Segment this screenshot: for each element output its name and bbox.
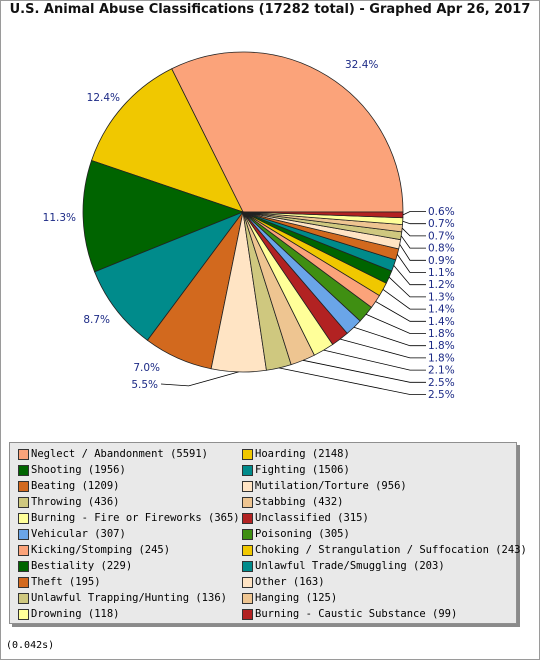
slice-label: 7.0% <box>133 362 160 374</box>
legend-swatch <box>242 561 253 572</box>
slice-label: 12.4% <box>87 92 120 104</box>
slice-label: 1.8% <box>428 352 455 364</box>
pie-slice-neglect-abandonment <box>171 51 404 213</box>
leader-line <box>302 359 426 383</box>
legend-swatch <box>242 577 253 588</box>
slice-label: 0.8% <box>428 243 455 255</box>
leader-line <box>393 265 426 286</box>
leader-line <box>382 289 426 310</box>
pie-slice-fighting <box>94 211 245 341</box>
slice-label: 0.6% <box>428 206 455 218</box>
leader-line <box>160 371 239 387</box>
pie-chart: 32.4%12.4%11.3%8.7%7.0%5.5%2.5%2.5%2.1%1… <box>43 51 455 401</box>
slice-label: 2.5% <box>428 389 455 401</box>
legend-swatch <box>18 545 29 556</box>
chart-legend: Neglect / Abandonment (5591) Hoarding (21… <box>9 442 527 624</box>
legend-label: Unlawful Trapping/Hunting (136) <box>31 592 227 604</box>
legend-label: Mutilation/Torture (956) <box>255 480 407 492</box>
legend-label: Burning - Fire or Fireworks (365) <box>31 512 240 524</box>
legend-label: Throwing (436) <box>31 496 120 508</box>
slice-label: 0.7% <box>428 230 455 242</box>
legend-label: Poisoning (305) <box>255 528 350 540</box>
legend-label: Hanging (125) <box>255 592 338 604</box>
leader-line <box>375 301 426 322</box>
legend-swatch <box>18 529 29 540</box>
legend-swatch <box>18 593 29 604</box>
slice-label: 0.7% <box>428 218 455 230</box>
legend-label: Unclassified (315) <box>255 512 369 524</box>
pie-slice-hoarding <box>91 68 244 213</box>
slice-label: 1.8% <box>428 340 455 352</box>
legend-label: Bestiality (229) <box>31 560 133 572</box>
legend-label: Vehicular (307) <box>31 528 126 540</box>
legend-swatch <box>18 497 29 508</box>
legend-swatch <box>18 513 29 524</box>
slice-label: 1.8% <box>428 328 455 340</box>
slice-label: 1.4% <box>428 304 455 316</box>
leader-line <box>399 244 426 261</box>
legend-swatch <box>18 561 29 572</box>
legend-label: Unlawful Trade/Smuggling (203) <box>255 560 445 572</box>
leader-line <box>388 276 426 298</box>
legend-label: Hoarding (2148) <box>255 448 350 460</box>
slice-label: 8.7% <box>83 314 110 326</box>
legend-swatch <box>242 609 253 620</box>
leader-line <box>396 254 426 273</box>
pie-slice-burning-caustic-substance <box>242 211 404 219</box>
slice-label: 5.5% <box>131 379 158 391</box>
leader-line <box>400 235 426 249</box>
legend-swatch <box>18 465 29 476</box>
slice-label: 32.4% <box>345 59 378 71</box>
leader-line <box>278 367 426 395</box>
legend-swatch <box>242 481 253 492</box>
slice-label: 1.2% <box>428 279 455 291</box>
legend-label: Burning - Caustic Substance (99) <box>255 608 458 620</box>
chart-title: U.S. Animal Abuse Classifications (17282… <box>9 2 531 17</box>
leader-line <box>365 313 426 334</box>
legend-swatch <box>18 577 29 588</box>
leader-line <box>401 227 426 237</box>
slice-label: 1.3% <box>428 291 455 303</box>
slice-label: 1.1% <box>428 267 455 279</box>
legend-label: Stabbing (432) <box>255 496 344 508</box>
render-time: (0.042s) <box>6 640 55 651</box>
legend-swatch <box>242 497 253 508</box>
legend-label: Shooting (1956) <box>31 464 126 476</box>
slice-label: 2.5% <box>428 377 455 389</box>
leader-line <box>402 211 426 216</box>
slice-label: 0.9% <box>428 255 455 267</box>
leader-line <box>402 220 426 225</box>
legend-swatch <box>242 449 253 460</box>
legend-label: Beating (1209) <box>31 480 120 492</box>
leader-line <box>353 326 426 347</box>
slice-label: 1.4% <box>428 316 455 328</box>
slice-label: 2.1% <box>428 365 455 377</box>
legend-swatch <box>18 609 29 620</box>
legend-label: Neglect / Abandonment (5591) <box>31 448 209 460</box>
pie-slice-shooting <box>82 159 245 273</box>
legend-label: Theft (195) <box>31 576 101 588</box>
legend-swatch <box>242 593 253 604</box>
leader-line <box>340 338 426 359</box>
slice-label: 11.3% <box>43 212 76 224</box>
legend-swatch <box>242 465 253 476</box>
legend-swatch <box>242 529 253 540</box>
legend-swatch <box>18 449 29 460</box>
legend-label: Kicking/Stomping (245) <box>31 544 171 556</box>
legend-label: Other (163) <box>255 576 325 588</box>
legend-swatch <box>18 481 29 492</box>
legend-label: Choking / Strangulation / Suffocation (2… <box>255 544 527 556</box>
legend-swatch <box>242 513 253 524</box>
legend-label: Drowning (118) <box>31 608 120 620</box>
legend-swatch <box>242 545 253 556</box>
legend-label: Fighting (1506) <box>255 464 350 476</box>
leader-line <box>323 349 426 371</box>
